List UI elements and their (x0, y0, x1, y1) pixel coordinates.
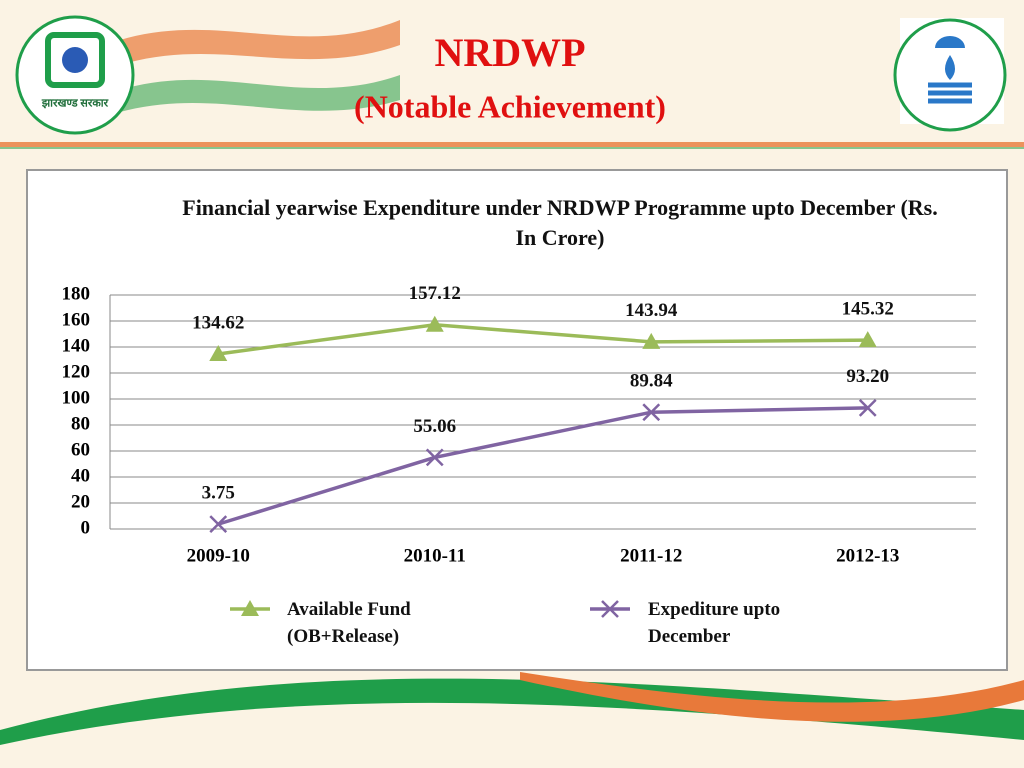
divider (0, 142, 1024, 147)
y-tick-label: 160 (62, 309, 91, 330)
series-line (217, 406, 868, 526)
plot: 0 20 40 60 80 100 120 140 160 180 2009-10 2010-11 20… (62, 283, 976, 618)
x-tick-label: 2009-10 (187, 545, 250, 566)
legend-marker (241, 600, 259, 616)
data-label: 143.94 (625, 300, 678, 321)
y-tick-label: 120 (62, 361, 91, 382)
slide-title: NRDWP (434, 30, 585, 75)
data-label: 55.06 (413, 416, 456, 437)
marker (642, 403, 661, 422)
decoration (120, 20, 400, 65)
marker (642, 332, 661, 349)
y-tick-label: 80 (71, 413, 90, 434)
x-tick-label: 2012-13 (836, 545, 899, 566)
marker (858, 398, 877, 417)
x-tick-label: 2011-12 (620, 545, 682, 566)
logo-text: झारखण्ड सरकार (41, 98, 109, 110)
x-tick-label: 2010-11 (404, 545, 466, 566)
data-label: 3.75 (202, 482, 235, 503)
logo-wheel (62, 47, 88, 73)
legend-label: Expediture upto December (648, 599, 781, 647)
chart-frame (26, 169, 1008, 671)
decoration (0, 702, 1024, 768)
y-tick-label: 180 (62, 283, 91, 304)
decoration (120, 75, 400, 112)
marker (209, 344, 228, 361)
legend-label: Available Fund (OB+Release) (287, 599, 411, 647)
y-tick-label: 60 (71, 439, 90, 460)
y-tick-label: 40 (71, 465, 90, 486)
divider (0, 147, 1024, 149)
marker (858, 331, 877, 348)
marker (425, 315, 444, 332)
decoration (520, 672, 1024, 722)
data-label: 157.12 (409, 283, 461, 304)
y-tick-label: 0 (81, 517, 91, 538)
logo-emblem (45, 32, 105, 88)
data-label: 145.32 (842, 298, 894, 319)
marker (209, 515, 228, 534)
y-tick-label: 100 (62, 387, 91, 408)
logo-waves (928, 82, 972, 104)
marker (425, 448, 444, 467)
y-tick-label: 140 (62, 335, 91, 356)
chart-title: Financial yearwise Expenditure under NRD… (182, 195, 938, 250)
legend-marker (601, 600, 619, 618)
series-line (218, 322, 868, 356)
logo-drop (935, 36, 965, 80)
data-label: 93.20 (846, 366, 889, 387)
data-label: 134.62 (192, 312, 244, 333)
y-tick-label: 20 (71, 491, 90, 512)
slide-subtitle: (Notable Achievement) (354, 88, 666, 124)
data-label: 89.84 (630, 371, 673, 392)
